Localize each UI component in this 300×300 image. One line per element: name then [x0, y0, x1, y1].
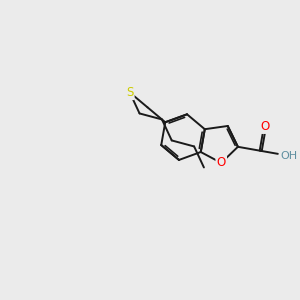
- Text: OH: OH: [281, 151, 298, 161]
- Text: S: S: [126, 86, 134, 99]
- Text: O: O: [217, 156, 226, 170]
- Text: O: O: [260, 120, 270, 134]
